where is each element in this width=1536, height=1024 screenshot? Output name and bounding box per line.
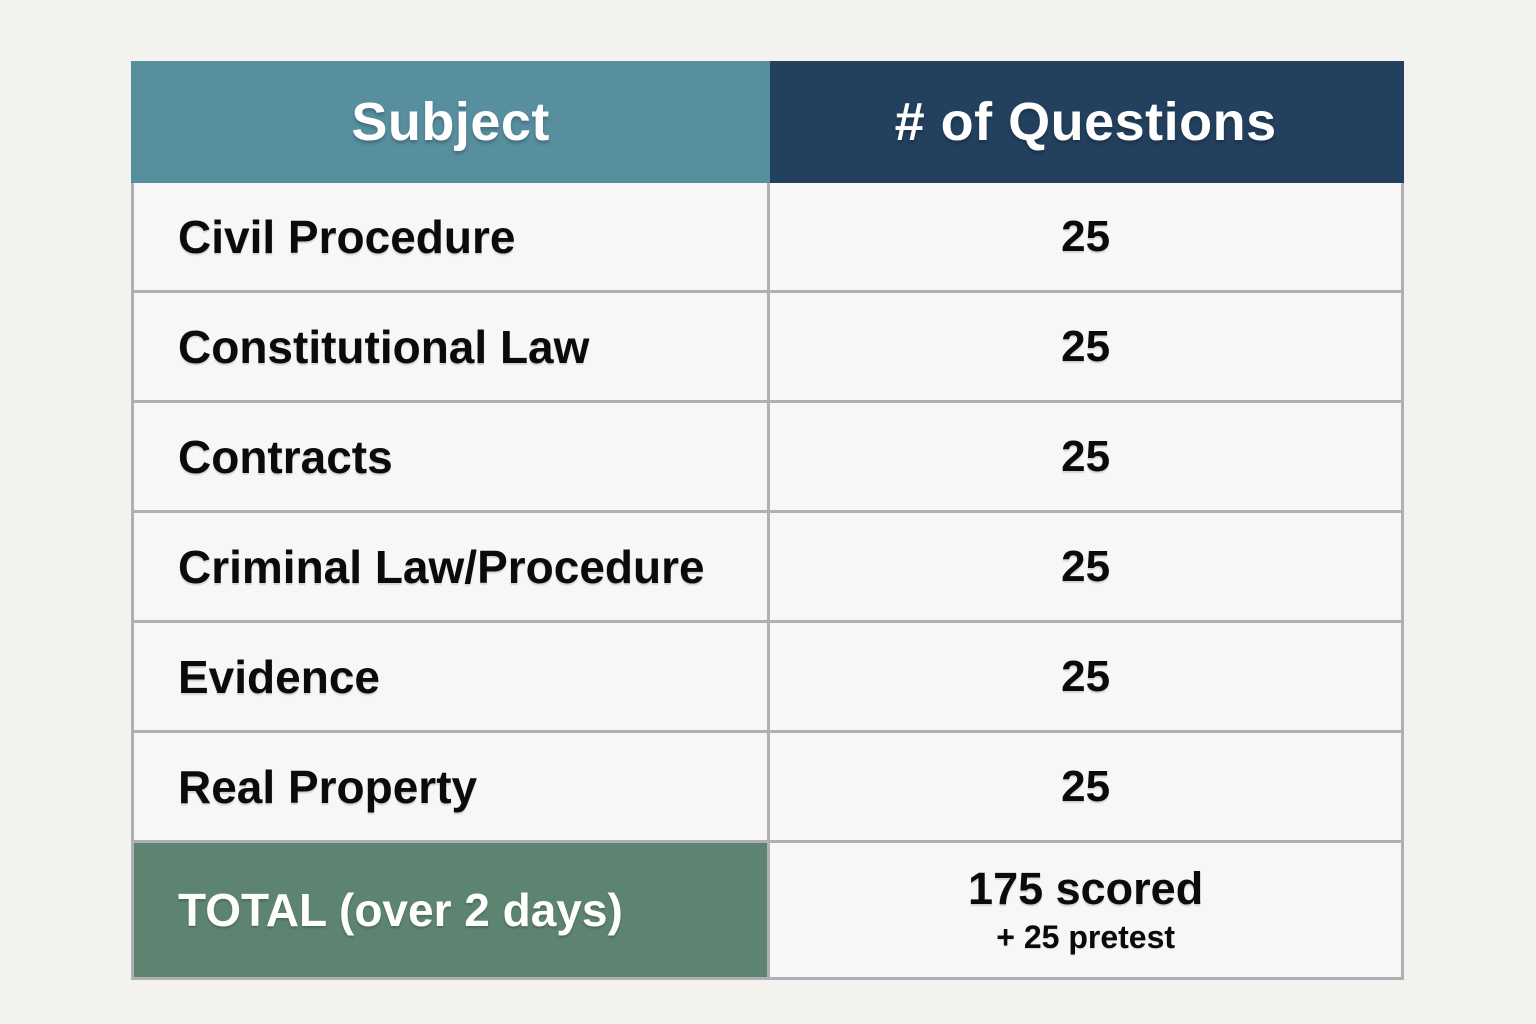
table-row: Contracts 25 (130, 400, 1404, 513)
column-header-questions: # of Questions (767, 61, 1404, 183)
table-row: Civil Procedure 25 (130, 180, 1404, 293)
column-header-subject: Subject (130, 61, 771, 183)
questions-cell: 25 (767, 510, 1404, 623)
questions-cell: 25 (767, 730, 1404, 843)
total-scored-text: 175 scored (968, 863, 1204, 915)
questions-cell: 25 (767, 180, 1404, 293)
subject-cell: Contracts (130, 400, 771, 513)
total-pretest-text: + 25 pretest (996, 918, 1176, 955)
subject-cell: Evidence (130, 620, 771, 733)
table-total-row: TOTAL (over 2 days) 175 scored + 25 pret… (130, 840, 1404, 980)
questions-cell: 25 (767, 400, 1404, 513)
subject-cell: Criminal Law/Procedure (130, 510, 771, 623)
subject-cell: Civil Procedure (130, 180, 771, 293)
subjects-table: Subject # of Questions Civil Procedure 2… (130, 61, 1404, 980)
table-row: Constitutional Law 25 (130, 290, 1404, 403)
table-row: Evidence 25 (130, 620, 1404, 733)
table-header-row: Subject # of Questions (130, 61, 1404, 183)
total-label-cell: TOTAL (over 2 days) (130, 840, 771, 980)
table-row: Criminal Law/Procedure 25 (130, 510, 1404, 623)
subject-cell: Constitutional Law (130, 290, 771, 403)
table-row: Real Property 25 (130, 730, 1404, 843)
subjects-table-container: Subject # of Questions Civil Procedure 2… (130, 61, 1404, 980)
total-value-cell: 175 scored + 25 pretest (767, 840, 1404, 980)
subject-cell: Real Property (130, 730, 771, 843)
questions-cell: 25 (767, 620, 1404, 733)
questions-cell: 25 (767, 290, 1404, 403)
